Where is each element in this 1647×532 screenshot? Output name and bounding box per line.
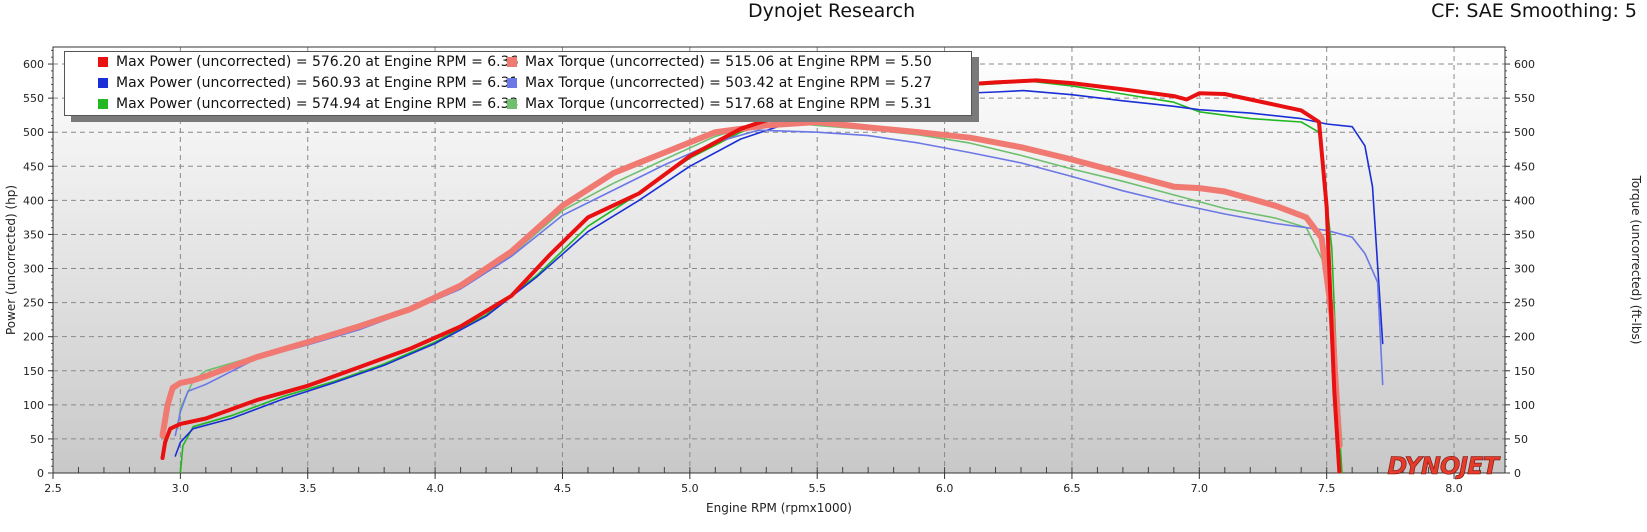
x-tick-label: 3.0 xyxy=(172,482,190,495)
y-tick-label: 100 xyxy=(23,399,44,412)
legend-label: Max Power (uncorrected) = 574.94 at Engi… xyxy=(116,96,519,112)
y2-tick-label: 300 xyxy=(1514,263,1535,276)
legend-item-run1-power: Max Power (uncorrected) = 576.20 at Engi… xyxy=(98,52,518,72)
legend-item-run3-torque: Max Torque (uncorrected) = 517.68 at Eng… xyxy=(507,94,932,114)
x-axis-title: Engine RPM (rpmx1000) xyxy=(706,501,852,515)
y-tick-label: 600 xyxy=(23,58,44,71)
y2-tick-label: 500 xyxy=(1514,126,1535,139)
legend: Max Power (uncorrected) = 576.20 at Engi… xyxy=(64,51,972,116)
x-tick-label: 6.0 xyxy=(936,482,954,495)
x-tick-label: 5.5 xyxy=(808,482,826,495)
legend-swatch xyxy=(98,99,108,109)
x-tick-label: 4.5 xyxy=(554,482,572,495)
x-tick-label: 7.5 xyxy=(1318,482,1336,495)
y2-tick-label: 350 xyxy=(1514,228,1535,241)
y-tick-label: 550 xyxy=(23,92,44,105)
chart-title: Dynojet Research xyxy=(748,0,916,22)
x-tick-label: 4.0 xyxy=(426,482,444,495)
legend-swatch xyxy=(507,57,517,67)
y-tick-label: 0 xyxy=(37,467,44,480)
y-tick-label: 350 xyxy=(23,228,44,241)
x-tick-label: 7.0 xyxy=(1191,482,1209,495)
x-tick-label: 8.0 xyxy=(1445,482,1463,495)
axes xyxy=(48,46,1510,479)
legend-item-run2-torque: Max Torque (uncorrected) = 503.42 at Eng… xyxy=(507,73,932,93)
legend-label: Max Power (uncorrected) = 576.20 at Engi… xyxy=(116,54,519,70)
x-tick-label: 6.5 xyxy=(1063,482,1081,495)
axis-labels: 0 0 50 50 100 100 150 150 200 200 250 250 300 300 350 3… xyxy=(4,58,1643,515)
y-tick-label: 400 xyxy=(23,194,44,207)
x-tick-label: 5.0 xyxy=(681,482,699,495)
legend-swatch xyxy=(98,78,108,88)
legend-swatch xyxy=(507,78,517,88)
plot-frame xyxy=(52,46,1506,474)
y2-tick-label: 150 xyxy=(1514,365,1535,378)
legend-item-run1-torque: Max Torque (uncorrected) = 515.06 at Eng… xyxy=(507,52,932,72)
y2-tick-label: 50 xyxy=(1514,433,1528,446)
y2-tick-label: 200 xyxy=(1514,331,1535,344)
y2-tick-label: 400 xyxy=(1514,194,1535,207)
legend-label: Max Power (uncorrected) = 560.93 at Engi… xyxy=(116,75,519,91)
legend-label: Max Torque (uncorrected) = 517.68 at Eng… xyxy=(525,96,932,112)
dynojet-logo: DYNOJET xyxy=(1387,452,1500,480)
legend-item-run2-power: Max Power (uncorrected) = 560.93 at Engi… xyxy=(98,73,518,93)
y2-tick-label: 100 xyxy=(1514,399,1535,412)
legend-label: Max Torque (uncorrected) = 515.06 at Eng… xyxy=(525,54,932,70)
y-tick-label: 50 xyxy=(30,433,44,446)
correction-factor-label: CF: SAE Smoothing: 5 xyxy=(1431,0,1637,22)
y-tick-label: 150 xyxy=(23,365,44,378)
y-tick-label: 250 xyxy=(23,297,44,310)
y2-tick-label: 250 xyxy=(1514,297,1535,310)
y2-tick-label: 0 xyxy=(1514,467,1521,480)
y-tick-label: 300 xyxy=(23,263,44,276)
y-tick-label: 200 xyxy=(23,331,44,344)
y-tick-label: 450 xyxy=(23,160,44,173)
y2-tick-label: 600 xyxy=(1514,58,1535,71)
legend-swatch xyxy=(507,99,517,109)
x-tick-label: 3.5 xyxy=(299,482,317,495)
x-tick-label: 2.5 xyxy=(44,482,62,495)
y-axis-title: Power (uncorrected) (hp) xyxy=(4,185,18,335)
legend-swatch xyxy=(98,57,108,67)
y2-axis-title: Torque (uncorrected) (ft-lbs) xyxy=(1629,175,1643,345)
y2-tick-label: 550 xyxy=(1514,92,1535,105)
y-tick-label: 500 xyxy=(23,126,44,139)
legend-item-run3-power: Max Power (uncorrected) = 574.94 at Engi… xyxy=(98,94,518,114)
legend-label: Max Torque (uncorrected) = 503.42 at Eng… xyxy=(525,75,932,91)
y2-tick-label: 450 xyxy=(1514,160,1535,173)
